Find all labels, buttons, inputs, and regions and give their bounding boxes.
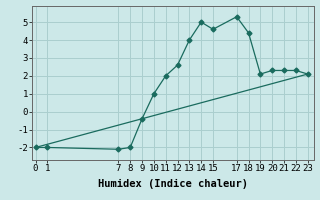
X-axis label: Humidex (Indice chaleur): Humidex (Indice chaleur) <box>98 179 248 189</box>
